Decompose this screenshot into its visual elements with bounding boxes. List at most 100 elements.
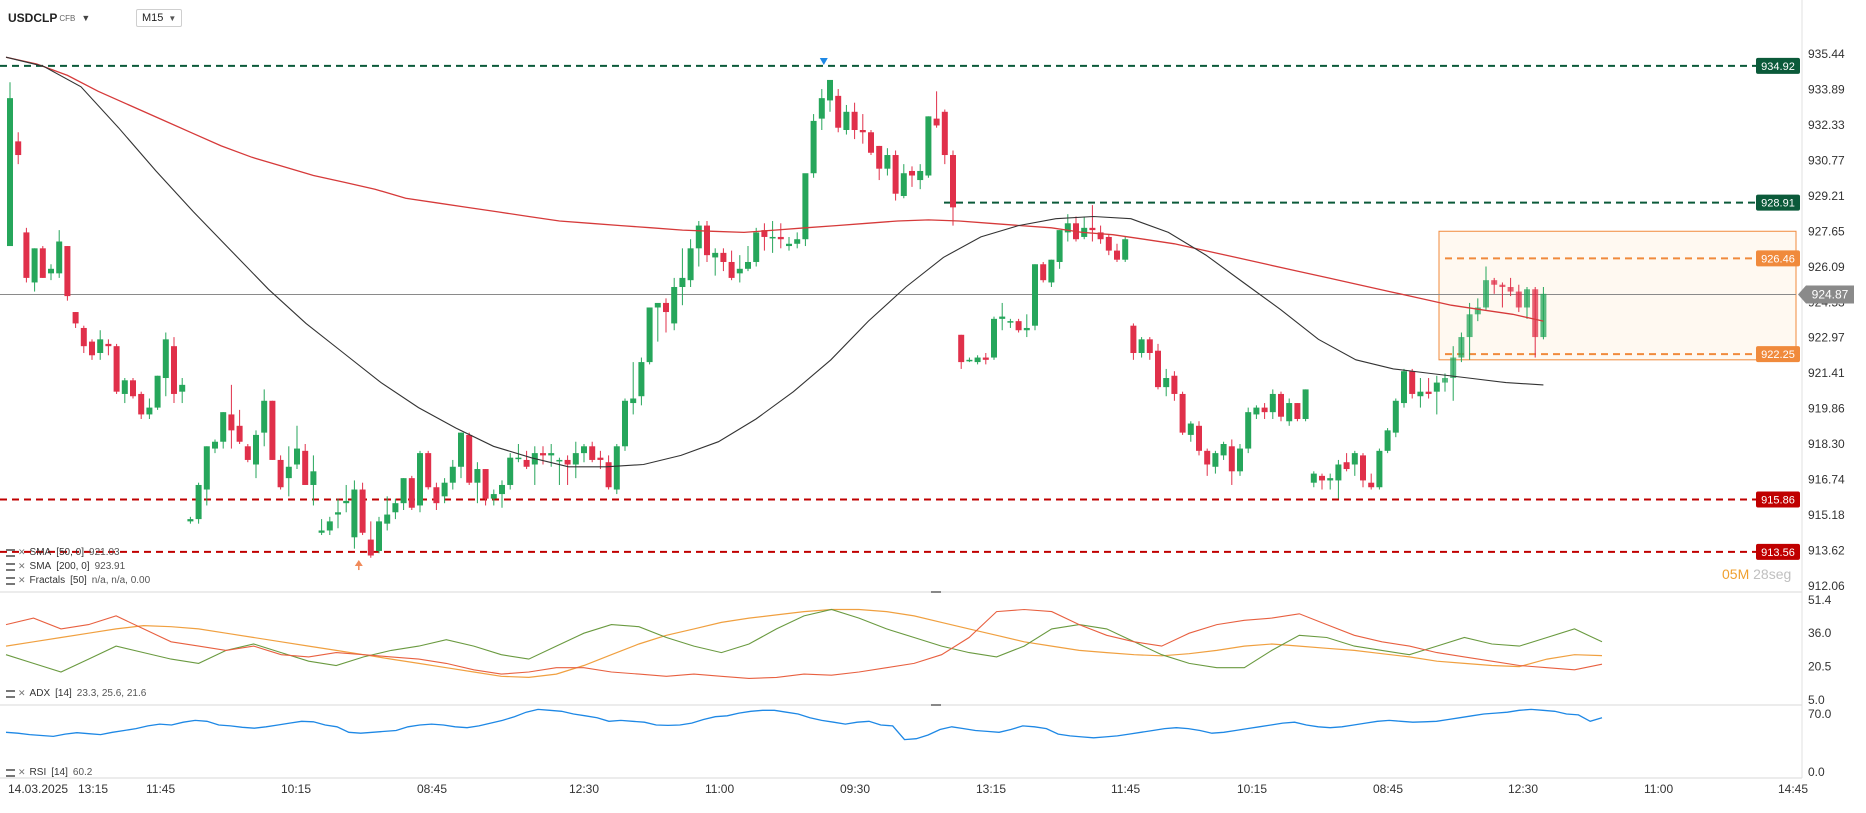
candle-body <box>80 327 87 347</box>
candle-body <box>1409 371 1416 394</box>
indicator-name: RSI <box>29 767 47 778</box>
candle-body <box>490 494 497 499</box>
candle-body <box>1032 264 1038 326</box>
candle-body <box>1499 284 1506 288</box>
candle-body <box>646 307 653 363</box>
x-tick-label: 14:45 <box>1778 782 1808 796</box>
candle-body <box>564 459 571 465</box>
candle-body <box>1376 450 1383 488</box>
candle-body <box>212 441 218 449</box>
candle-body <box>925 116 932 176</box>
indicator-sma200-label[interactable]: ✕ SMA [200, 0] 923.91 <box>6 560 125 573</box>
indicator-fractals-label[interactable]: ✕ Fractals [50] n/a, n/a, 0.00 <box>6 574 150 587</box>
candle-body <box>7 98 13 247</box>
candle-body <box>89 341 95 356</box>
candle-body <box>876 145 883 169</box>
candle-body <box>228 414 235 431</box>
candle-body <box>1048 259 1055 283</box>
candle-body <box>1319 475 1325 481</box>
candle-body <box>72 312 79 324</box>
candle-body <box>712 252 719 258</box>
indicator-values: 60.2 <box>72 767 93 778</box>
candle-body <box>244 446 251 460</box>
rsi-line <box>5 708 1603 741</box>
chevron-down-icon: ▼ <box>168 13 177 23</box>
x-tick-label: 12:30 <box>1508 782 1538 796</box>
candle-body <box>1450 357 1457 379</box>
candle-body <box>671 287 678 324</box>
candle-body <box>1515 291 1522 308</box>
close-icon[interactable]: ✕ <box>18 767 26 777</box>
indicator-adx-label[interactable]: ✕ ADX [14] 23.3, 25.6, 21.6 <box>6 687 146 700</box>
candle-body <box>294 448 300 465</box>
candle-body <box>1368 482 1375 488</box>
candle-body <box>1212 453 1219 467</box>
candle-body <box>1401 371 1407 404</box>
candle-body <box>1089 227 1096 231</box>
y-tick-label: 922.97 <box>1808 331 1845 345</box>
indicator-menu-icon[interactable] <box>6 548 15 557</box>
x-tick-label: 08:45 <box>417 782 447 796</box>
candle-body <box>933 118 940 126</box>
close-icon[interactable]: ✕ <box>18 561 26 571</box>
candle-body <box>400 478 407 504</box>
candle-body <box>859 130 866 133</box>
y-tick-label: 919.86 <box>1808 402 1845 416</box>
candle-body <box>1294 403 1301 419</box>
y-tick-label: 932.33 <box>1808 118 1845 132</box>
x-tick-label: 11:00 <box>1644 782 1673 796</box>
candle-body <box>1351 453 1358 465</box>
candle-body <box>548 453 555 456</box>
candle-body <box>449 466 456 483</box>
candle-body <box>154 375 161 408</box>
candle-body <box>982 357 989 360</box>
indicator-rsi-label[interactable]: ✕ RSI [14] 60.2 <box>6 766 92 779</box>
candle-body <box>613 446 620 490</box>
candle-body <box>269 400 276 460</box>
timeframe-selector[interactable]: M15 ▼ <box>136 9 183 27</box>
candle-body <box>769 236 776 239</box>
indicator-menu-icon[interactable] <box>6 562 15 571</box>
close-icon[interactable]: ✕ <box>18 688 26 698</box>
candle-body <box>376 521 382 551</box>
candle-body <box>1146 339 1153 353</box>
y-tick-label: 915.18 <box>1808 508 1845 522</box>
candle-body <box>695 225 702 249</box>
candle-body <box>56 241 63 274</box>
indicator-name: ADX <box>29 688 51 699</box>
candle-body <box>39 248 46 278</box>
close-icon[interactable]: ✕ <box>18 575 26 585</box>
candle-body <box>1253 407 1260 415</box>
candle-body <box>277 459 284 488</box>
candle-body <box>1540 293 1547 338</box>
close-icon[interactable]: ✕ <box>18 547 26 557</box>
candle-body <box>515 457 522 460</box>
indicator-sma50-label[interactable]: ✕ SMA [50, 0] 921.03 <box>6 546 120 559</box>
y-tick-label: 926.09 <box>1808 260 1845 274</box>
indicator-values: 23.3, 25.6, 21.6 <box>76 688 147 699</box>
symbol-selector[interactable]: USDCLP CFB ▼ <box>8 9 90 27</box>
candle-body <box>408 478 415 508</box>
y-tick-label: 933.89 <box>1808 82 1845 96</box>
candle-body <box>384 514 391 524</box>
candle-body <box>1286 403 1293 422</box>
candle-body <box>753 232 760 262</box>
candle-body <box>195 484 202 520</box>
candle-body <box>261 400 268 433</box>
candle-body <box>827 79 833 101</box>
adx-tick-label: 20.5 <box>1808 660 1832 674</box>
candle-body <box>900 173 907 196</box>
indicator-values: 921.03 <box>89 547 120 558</box>
candle-body <box>113 346 120 392</box>
candle-body <box>802 173 809 240</box>
candle-body <box>302 450 309 485</box>
candle-body <box>97 339 104 353</box>
indicator-menu-icon[interactable] <box>6 576 15 585</box>
y-tick-label: 935.44 <box>1808 47 1845 61</box>
indicator-menu-icon[interactable] <box>6 689 15 698</box>
candle-body <box>359 489 366 533</box>
indicator-menu-icon[interactable] <box>6 768 15 777</box>
chevron-down-icon: ▼ <box>81 13 91 23</box>
candle-body <box>335 512 341 515</box>
